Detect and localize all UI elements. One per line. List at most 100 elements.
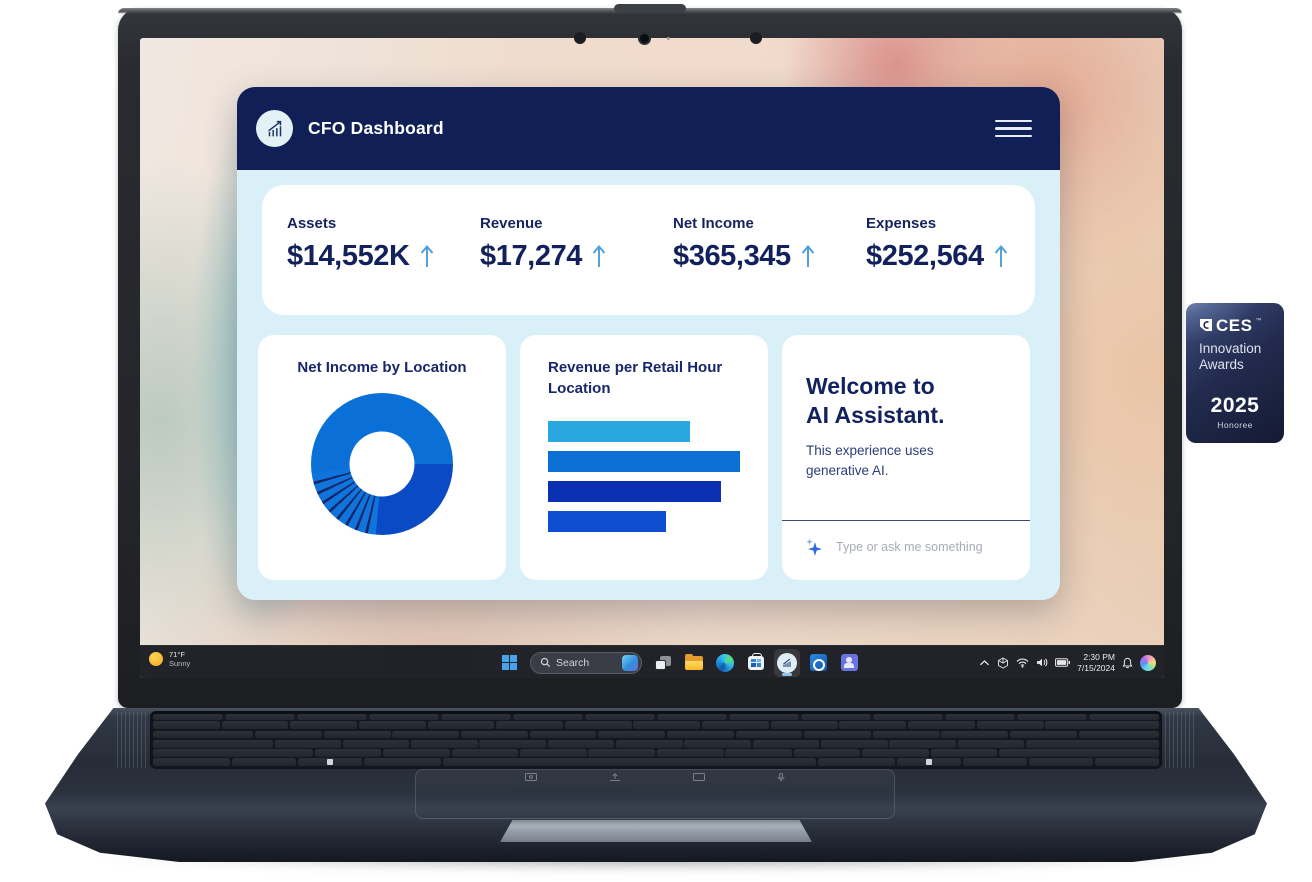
volume-icon[interactable] xyxy=(1036,657,1048,668)
keyboard-key xyxy=(221,721,289,729)
keyboard-key xyxy=(728,714,800,720)
keyboard-key xyxy=(957,739,1025,748)
search-placeholder: Search xyxy=(556,656,590,669)
keyboard-key xyxy=(804,730,872,739)
keyboard-key xyxy=(941,730,1009,739)
keyboard-key xyxy=(656,714,728,720)
file-explorer-icon[interactable] xyxy=(681,649,707,677)
microsoft-store-icon[interactable] xyxy=(743,649,769,677)
keyboard-key xyxy=(793,749,861,757)
webcam-icon xyxy=(638,32,651,45)
keyboard-key xyxy=(1078,730,1159,739)
keyboard-key xyxy=(872,730,940,739)
device-cube-icon[interactable] xyxy=(997,656,1009,669)
assistant-heading: Welcome to AI Assistant. xyxy=(806,373,945,429)
keyboard-key xyxy=(872,714,944,720)
keyboard-key xyxy=(598,730,666,739)
keyboard-key xyxy=(889,739,956,748)
shutter-indicator-icon xyxy=(610,773,620,781)
ces-logo-icon xyxy=(1200,319,1212,331)
keyboard-key xyxy=(1045,721,1159,729)
keyboard-key xyxy=(451,749,519,757)
outlook-icon[interactable] xyxy=(805,649,831,677)
speaker-grille-left xyxy=(117,712,147,768)
trend-up-arrow-icon xyxy=(994,245,1007,267)
ces-trademark: ™ xyxy=(1255,318,1262,324)
badge-subtitle: Honoree xyxy=(1217,420,1253,430)
camera-indicator-icon xyxy=(525,773,537,781)
keyboard-key xyxy=(529,730,597,739)
chevron-up-icon[interactable] xyxy=(979,659,990,667)
keyboard xyxy=(150,711,1162,769)
assistant-input-placeholder: Type or ask me something xyxy=(836,540,983,554)
keyboard-key xyxy=(296,714,368,720)
search-input[interactable]: Search xyxy=(530,651,642,674)
camera-bump xyxy=(614,4,686,13)
keyboard-key xyxy=(323,730,391,739)
assistant-input[interactable]: Type or ask me something xyxy=(804,537,983,557)
hamburger-icon[interactable] xyxy=(995,119,1032,138)
keyboard-key xyxy=(290,721,358,729)
metric-revenue: Revenue $17,274 xyxy=(455,185,648,315)
bar-location-1 xyxy=(548,421,691,442)
teams-icon[interactable] xyxy=(836,649,862,677)
wifi-icon[interactable] xyxy=(1016,657,1029,668)
badge-line1: Innovation xyxy=(1199,341,1262,356)
bar-chart-card: Revenue per Retail Hour Location xyxy=(520,335,768,580)
keyboard-key xyxy=(153,730,254,739)
keyboard-key xyxy=(1010,730,1077,739)
keyboard-key xyxy=(274,739,342,748)
keyboard-key xyxy=(1088,714,1159,720)
keyboard-key xyxy=(358,721,426,729)
assistant-divider xyxy=(782,520,1030,521)
metric-net-income: Net Income $365,345 xyxy=(648,185,841,315)
weather-temperature: 71°F xyxy=(169,650,185,659)
touchpad-indicator-icons xyxy=(416,773,894,782)
bing-icon xyxy=(622,654,638,671)
keyboard-key xyxy=(908,721,975,729)
keyboard-key xyxy=(821,739,888,748)
keyboard-key xyxy=(666,730,734,739)
keyboard-key xyxy=(255,730,322,739)
mic-indicator-icon xyxy=(777,773,785,782)
keyboard-key xyxy=(153,758,231,766)
windows-start-icon[interactable] xyxy=(496,649,522,677)
keyboard-key xyxy=(1094,758,1160,766)
keyboard-key xyxy=(752,739,820,748)
keyboard-row xyxy=(153,739,1159,748)
notification-bell-icon[interactable] xyxy=(1122,657,1133,669)
keyboard-key xyxy=(930,749,998,757)
clock-widget[interactable]: 2:30 PM 7/15/2024 xyxy=(1077,652,1115,673)
speaker-grille-right xyxy=(1165,712,1195,768)
weather-condition: Sunny xyxy=(169,659,191,669)
cfo-dashboard-app-icon[interactable] xyxy=(774,648,800,677)
keyboard-key xyxy=(564,721,632,729)
ir-sensor xyxy=(574,32,586,44)
badge-year: 2025 xyxy=(1210,394,1260,417)
keyboard-key xyxy=(896,758,961,766)
trend-up-arrow-icon xyxy=(420,245,433,267)
metric-value: $14,552K xyxy=(287,240,410,272)
keyboard-key xyxy=(368,714,440,720)
camera-led xyxy=(667,37,670,40)
keyboard-key xyxy=(770,721,838,729)
keyboard-key xyxy=(392,730,460,739)
keyboard-key xyxy=(962,758,1027,766)
battery-icon[interactable] xyxy=(1055,658,1071,667)
keyboard-key xyxy=(342,739,410,748)
weather-widget[interactable]: 71°F Sunny xyxy=(149,650,190,669)
laptop-screen: CFO Dashboard Assets $14,552K xyxy=(140,38,1164,678)
ambient-sensor xyxy=(750,32,762,44)
keyboard-key xyxy=(616,739,683,748)
keyboard-key xyxy=(1028,758,1093,766)
task-view-icon[interactable] xyxy=(650,649,676,677)
keyboard-row xyxy=(153,749,1160,757)
copilot-icon[interactable] xyxy=(1140,654,1156,671)
ai-sparkle-icon xyxy=(806,538,822,556)
metric-expenses: Expenses $252,564 xyxy=(841,185,1034,315)
keyboard-key xyxy=(427,721,495,729)
edge-browser-icon[interactable] xyxy=(712,649,738,677)
keyboard-row xyxy=(153,730,1159,739)
keyboard-key xyxy=(1016,714,1087,720)
